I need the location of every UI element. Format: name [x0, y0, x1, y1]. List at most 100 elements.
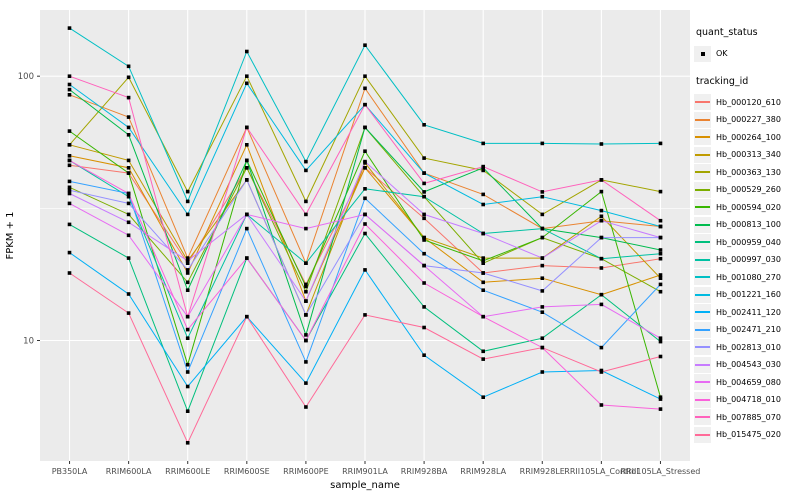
data-point	[363, 74, 367, 78]
data-point	[540, 276, 545, 280]
legend-entry: Hb_015475_020	[694, 426, 800, 444]
data-point	[540, 235, 545, 240]
data-point	[126, 220, 131, 225]
data-point	[540, 212, 545, 217]
data-point	[481, 349, 485, 354]
data-point	[126, 64, 131, 69]
data-point	[67, 74, 72, 78]
data-point	[422, 263, 426, 268]
data-point	[304, 199, 308, 204]
data-point	[658, 395, 663, 399]
data-point	[540, 256, 545, 260]
data-point	[599, 214, 604, 219]
data-point	[422, 238, 426, 242]
series-color-key	[694, 426, 711, 443]
legend-entry-label: Hb_002411_120	[716, 307, 781, 317]
data-point	[658, 224, 663, 229]
series-color-line	[695, 293, 710, 296]
data-point	[126, 311, 131, 315]
quant-status-key-box	[694, 45, 711, 62]
data-point	[245, 81, 249, 86]
data-point	[126, 233, 131, 238]
data-point	[363, 313, 367, 317]
data-point	[67, 188, 72, 193]
legend-entry: Hb_000264_100	[694, 129, 800, 147]
data-point	[481, 280, 485, 285]
x-tick-label: RRIM928LA	[460, 467, 506, 476]
series-color-key	[694, 339, 711, 356]
legend-entry: Hb_000529_260	[694, 181, 800, 199]
data-point	[658, 273, 663, 277]
data-point	[481, 192, 485, 197]
data-point	[67, 26, 72, 30]
data-point	[363, 222, 367, 226]
series-color-key	[694, 199, 711, 216]
series-color-key	[694, 94, 711, 111]
data-point	[363, 43, 367, 47]
data-point	[126, 171, 131, 175]
data-point	[481, 271, 485, 275]
legend-entry: Hb_007885_070	[694, 409, 800, 427]
x-axis-title: sample_name	[330, 480, 400, 491]
y-tick-label: 100	[18, 72, 34, 82]
data-point	[422, 281, 426, 285]
data-point	[185, 268, 190, 272]
data-point	[658, 336, 663, 340]
data-point	[304, 333, 308, 337]
point-marker-icon	[700, 51, 705, 56]
series-color-key	[694, 164, 711, 181]
x-tick-label: RRIM600SE	[224, 467, 270, 476]
series-color-line	[695, 188, 710, 191]
series-color-key	[694, 216, 711, 233]
legend-entry: Hb_001221_160	[694, 286, 800, 304]
legend-entry-label: Hb_004543_030	[716, 360, 781, 370]
x-tick-label: RRIM600LE	[165, 467, 210, 476]
data-point	[67, 87, 72, 92]
series-color-line	[695, 381, 710, 384]
data-point	[185, 327, 190, 332]
data-point	[67, 158, 72, 163]
data-point	[67, 154, 72, 158]
series-color-line	[695, 206, 710, 209]
series-color-key	[694, 374, 711, 391]
legend-entry: Hb_004543_030	[694, 356, 800, 374]
data-point	[67, 185, 72, 190]
data-point	[67, 222, 72, 227]
data-point	[304, 212, 308, 217]
data-point	[599, 403, 604, 407]
data-point	[658, 407, 663, 411]
data-point	[422, 325, 426, 330]
data-point	[658, 397, 663, 401]
data-point	[481, 256, 485, 260]
series-color-line	[695, 363, 710, 366]
series-color-line	[695, 136, 710, 139]
data-point	[304, 159, 308, 164]
data-point	[422, 353, 426, 357]
legend-entry-label: Hb_000227_380	[716, 115, 781, 125]
data-point	[422, 194, 426, 199]
data-point	[422, 171, 426, 175]
data-point	[126, 201, 131, 206]
data-point	[304, 299, 308, 303]
data-point	[658, 248, 663, 252]
data-point	[185, 199, 190, 204]
series-color-line	[695, 416, 710, 419]
data-point	[658, 339, 663, 344]
data-point	[67, 143, 72, 147]
legend-entries: Hb_000120_610 Hb_000227_380 Hb_000264_100 H…	[694, 94, 800, 444]
data-point	[599, 256, 604, 261]
data-point	[67, 201, 72, 206]
data-point	[481, 357, 485, 361]
legend-entry-label: OK	[716, 49, 728, 59]
data-point	[304, 360, 308, 364]
legend-entry-label: Hb_000264_100	[716, 132, 781, 142]
data-point	[126, 194, 131, 199]
legend-entry-label: Hb_000120_610	[716, 97, 781, 107]
legend-entry-label: Hb_000313_340	[716, 150, 781, 160]
data-point	[304, 261, 308, 265]
y-axis-title: FPKM + 1	[5, 211, 16, 259]
data-point	[245, 212, 249, 217]
data-point	[540, 305, 545, 309]
data-point	[126, 133, 131, 137]
legend-title-tracking-id: tracking_id	[696, 75, 749, 87]
